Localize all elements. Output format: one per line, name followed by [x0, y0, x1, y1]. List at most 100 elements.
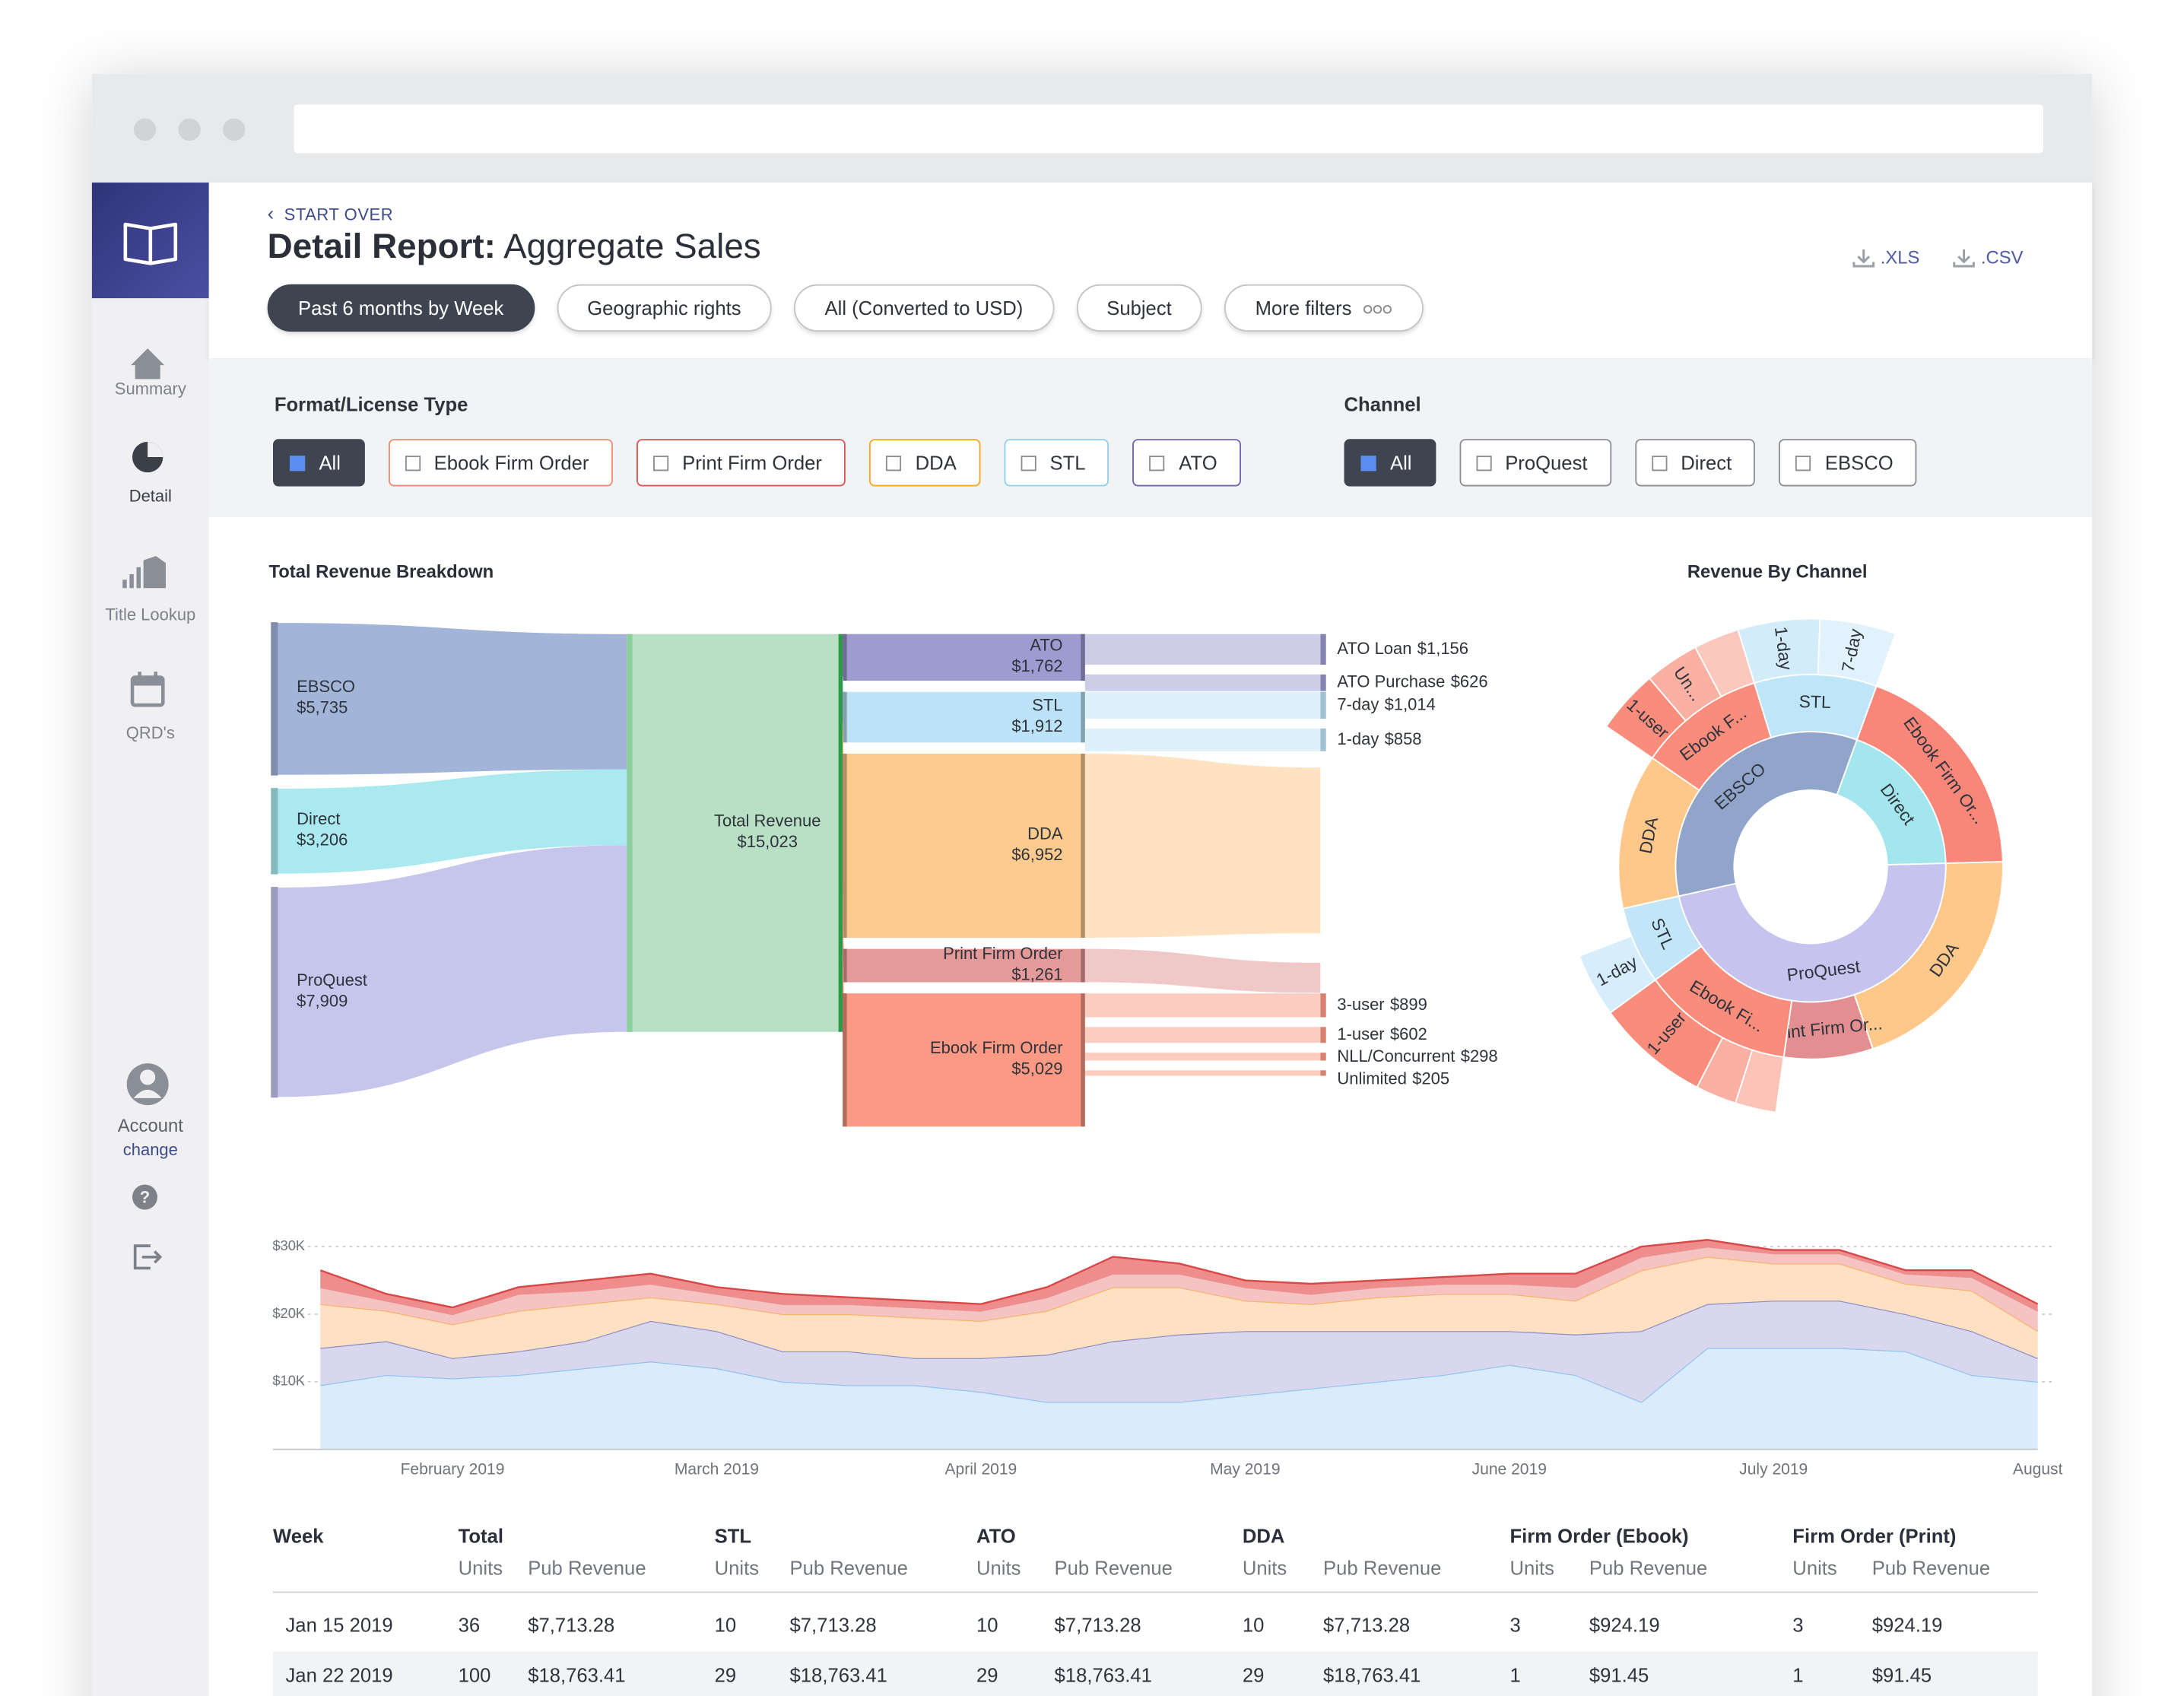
sidebar	[91, 183, 209, 1696]
format-label-value: $1,762	[1011, 656, 1062, 675]
leaf-name: ATO Purchase	[1337, 672, 1445, 691]
format-filter-label: Format/License Type	[274, 392, 468, 416]
sunburst-slice	[1817, 618, 1897, 688]
url-bar[interactable]	[294, 104, 2044, 154]
filter-pill[interactable]: Past 6 months by Week	[267, 284, 535, 332]
leaf-label: 1-user $602	[1337, 1024, 1427, 1043]
format-label: STL $1,912	[1011, 695, 1062, 735]
leaf-label: 7-day $1,014	[1337, 694, 1435, 713]
option-label: EBSCO	[1824, 451, 1894, 475]
source-label: EBSCO $5,735	[297, 677, 355, 716]
format-label: Print Firm Order $1,261	[943, 944, 1062, 983]
checkbox[interactable]	[289, 455, 306, 471]
column-group: ATO	[976, 1524, 1016, 1547]
sankey-link	[1084, 1053, 1321, 1061]
account-icon[interactable]	[126, 1063, 169, 1106]
svg-text:?: ?	[140, 1187, 150, 1206]
help-icon[interactable]: ?	[132, 1184, 157, 1210]
logo[interactable]	[91, 183, 209, 299]
summary-icon[interactable]	[131, 348, 165, 380]
nav-item[interactable]: Detail	[129, 486, 172, 507]
filter-pill[interactable]: Geographic rights	[556, 284, 772, 332]
nav-item[interactable]: QRD's	[125, 723, 175, 743]
table-cell: 3	[1792, 1613, 1804, 1637]
filter-option[interactable]: Direct	[1634, 439, 1756, 487]
download-icon	[1852, 249, 1875, 267]
checkbox[interactable]	[405, 455, 421, 471]
leaf-value: $602	[1390, 1024, 1427, 1043]
sankey-format	[843, 634, 1084, 681]
filter-option[interactable]: All	[272, 439, 365, 487]
checkbox[interactable]	[652, 455, 668, 471]
logout-icon[interactable]	[133, 1244, 163, 1270]
table-cell: 10	[976, 1613, 998, 1637]
format-edge	[843, 753, 847, 938]
account-change[interactable]: change	[122, 1139, 178, 1160]
start-over-text: START OVER	[284, 205, 394, 225]
leaf-label: Unlimited $205	[1337, 1069, 1449, 1088]
filter-pill[interactable]: All (Converted to USD)	[794, 284, 1054, 332]
leaf-value: $1,156	[1417, 639, 1468, 658]
column-sub: Pub Revenue	[789, 1556, 908, 1580]
checkbox[interactable]	[1149, 455, 1165, 471]
nav-item[interactable]: Title Lookup	[105, 605, 196, 624]
filter-pill[interactable]: More filters	[1224, 284, 1424, 332]
table-cell: $91.45	[1871, 1663, 1932, 1687]
filter-option[interactable]: STL	[1004, 439, 1109, 487]
total-edge	[627, 634, 633, 1032]
filter-pill[interactable]: Subject	[1075, 284, 1203, 332]
column-group: Total	[458, 1524, 503, 1547]
filter-option[interactable]: DDA	[869, 439, 980, 487]
column-sub: Pub Revenue	[1589, 1556, 1708, 1580]
table-cell: 29	[714, 1663, 737, 1687]
nav-item[interactable]: Summary	[114, 379, 186, 399]
table-cell: 10	[1242, 1613, 1265, 1637]
sankey-format	[843, 753, 1084, 938]
export-link[interactable]: .XLS	[1852, 246, 1919, 268]
leaf-name: 3-user	[1337, 995, 1384, 1014]
sankey-leaf	[1320, 728, 1326, 751]
table-cell: 10	[714, 1613, 737, 1637]
sankey-source	[271, 887, 278, 1098]
sankey-link	[277, 769, 627, 874]
area-layer	[320, 1240, 2038, 1314]
source-label-value: $7,909	[297, 991, 348, 1010]
column-group: STL	[714, 1524, 752, 1547]
format-label: ATO $1,762	[1011, 636, 1062, 675]
checkbox[interactable]	[1795, 455, 1811, 471]
table-cell: 1	[1509, 1663, 1521, 1687]
checkbox[interactable]	[886, 455, 902, 471]
source-label: ProQuest $7,909	[297, 970, 367, 1010]
format-edge	[1081, 948, 1085, 983]
qrd-icon[interactable]	[130, 672, 165, 707]
start-over-link[interactable]: ‹ START OVER	[268, 202, 394, 225]
checkbox[interactable]	[1651, 455, 1667, 471]
table-cell: 100	[458, 1663, 491, 1687]
column-sub: Units	[458, 1556, 503, 1580]
table-cell: Jan 22 2019	[285, 1663, 393, 1687]
column-sub: Units	[1509, 1556, 1554, 1580]
format-label-name: Ebook Firm Order	[930, 1038, 1063, 1057]
filter-option[interactable]: ATO	[1132, 439, 1241, 487]
format-edge	[1081, 993, 1085, 1127]
format-label-name: DDA	[1027, 824, 1063, 843]
sankey-link	[1084, 753, 1321, 938]
filter-option[interactable]: Ebook Firm Order	[388, 439, 613, 487]
checkbox[interactable]	[1360, 455, 1376, 471]
title-lookup-icon[interactable]	[122, 556, 166, 589]
leaf-label: 3-user $899	[1337, 995, 1427, 1014]
source-label-name: ProQuest	[297, 970, 367, 989]
column-group: DDA	[1242, 1524, 1285, 1547]
format-options: All Ebook Firm Order Print Firm Order DDA ST…	[272, 439, 1241, 487]
checkbox[interactable]	[1021, 455, 1036, 471]
checkbox[interactable]	[1475, 455, 1491, 471]
filter-option[interactable]: EBSCO	[1779, 439, 1917, 487]
filter-option[interactable]: Print Firm Order	[636, 439, 846, 487]
format-edge	[1081, 753, 1085, 938]
sankey-link	[1084, 948, 1321, 993]
filter-option[interactable]: All	[1344, 439, 1436, 487]
export-link[interactable]: .CSV	[1953, 246, 2023, 268]
filter-option[interactable]: ProQuest	[1459, 439, 1611, 487]
row-stripe	[272, 1651, 2038, 1696]
